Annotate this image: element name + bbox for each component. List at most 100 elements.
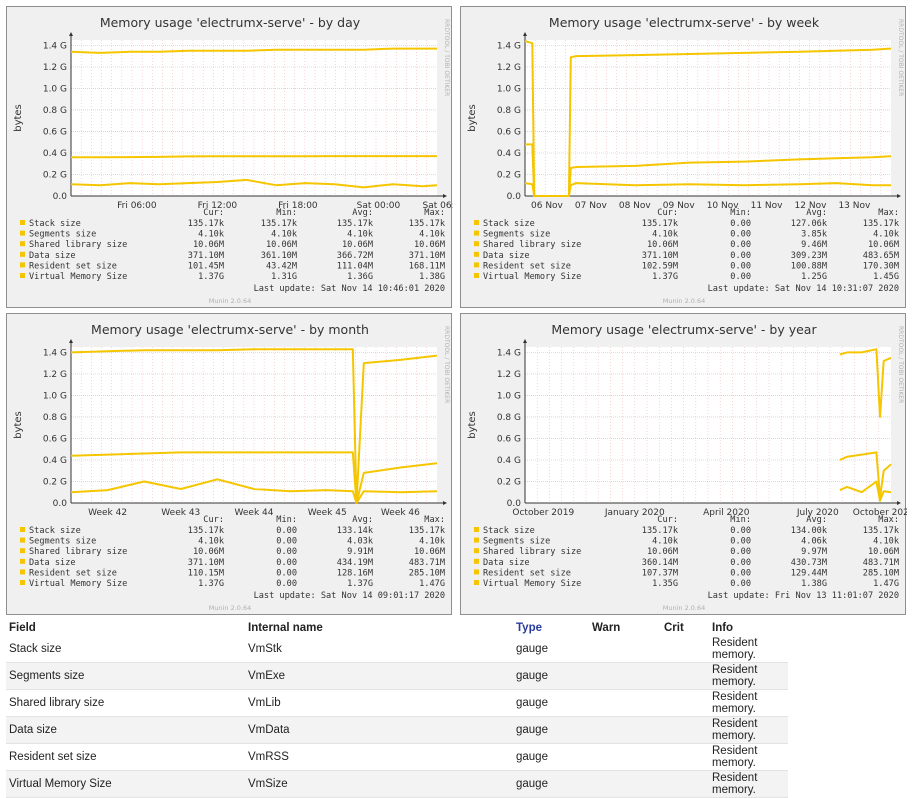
legend-value-max: 1.38G <box>419 272 445 282</box>
warn-cell <box>589 636 661 663</box>
y-axis-arrow-icon <box>69 32 73 36</box>
legend-header: Avg: <box>352 515 373 525</box>
x-tick-label: Fri 06:00 <box>117 201 157 211</box>
legend-value-max: 483.71M <box>863 558 899 568</box>
legend-label: Stack size <box>483 219 535 229</box>
y-tick-label: 1.0 G <box>43 391 67 401</box>
y-tick-label: 0.8 G <box>497 413 521 423</box>
legend-value-min: 0.00 <box>730 526 751 536</box>
legend-label: Data size <box>29 251 76 261</box>
munin-version: Munin 2.0.64 <box>663 297 706 305</box>
crit-header: Crit <box>664 622 684 634</box>
x-axis-arrow-icon <box>443 501 447 505</box>
legend-value-avg: 366.72M <box>337 251 373 261</box>
y-axis-arrow-icon <box>523 32 527 36</box>
info-cell: Resident memory. <box>709 770 788 798</box>
y-tick-label: 0.6 G <box>497 434 521 444</box>
legend-swatch <box>20 251 25 257</box>
legend-value-min: 0.00 <box>276 547 297 557</box>
legend-header: Avg: <box>352 208 373 218</box>
x-tick-label: Week 44 <box>235 508 274 518</box>
legend-value-max: 1.45G <box>873 272 899 282</box>
legend-value-min: 1.31G <box>271 272 297 282</box>
legend-value-max: 10.06M <box>868 547 899 557</box>
crit-cell <box>661 743 709 771</box>
legend-value-min: 0.00 <box>276 579 297 589</box>
y-tick-label: 0.4 G <box>43 456 67 466</box>
legend-swatch <box>20 569 25 575</box>
table-row: Stack size VmStk gauge Resident memory. <box>6 636 788 663</box>
legend-value-cur: 10.06M <box>193 240 224 250</box>
legend-swatch <box>20 558 25 564</box>
legend-value-min: 0.00 <box>276 537 297 547</box>
graph-panel-year[interactable]: Memory usage 'electrumx-serve' - by year… <box>460 313 907 615</box>
y-tick-label: 1.0 G <box>497 391 521 401</box>
legend-swatch <box>20 241 25 247</box>
legend-value-avg: 1.36G <box>347 272 373 282</box>
last-update: Last update: Fri Nov 13 11:01:07 2020 <box>708 591 899 601</box>
warn-cell <box>589 770 661 798</box>
x-tick-label: Week 45 <box>308 508 347 518</box>
legend-swatch <box>474 273 479 278</box>
internal-name-cell: VmLib <box>245 689 513 717</box>
legend-header: Avg: <box>806 208 827 218</box>
y-tick-label: 0.0 <box>53 192 68 202</box>
info-cell: Resident memory. <box>709 743 788 771</box>
legend-swatch <box>474 262 479 268</box>
legend-swatch <box>20 527 25 532</box>
y-axis-label: bytes <box>467 411 478 439</box>
legend-value-max: 168.11M <box>409 261 445 271</box>
x-tick-label: 07 Nov <box>575 201 608 211</box>
legend-value-cur: 101.45M <box>188 261 224 271</box>
legend-value-max: 483.71M <box>409 558 445 568</box>
legend-header: Cur: <box>203 208 224 218</box>
x-tick-label: 08 Nov <box>619 201 652 211</box>
graph-panel-day[interactable]: Memory usage 'electrumx-serve' - by day R… <box>6 6 453 308</box>
x-tick-label: 06 Nov <box>531 201 564 211</box>
rrdtool-credit: RRDTOOL / TOBI OETIKER <box>897 19 904 96</box>
x-tick-label: 11 Nov <box>751 201 784 211</box>
legend-label: Shared library size <box>29 547 127 557</box>
legend-swatch <box>20 273 25 278</box>
legend-value-avg: 434.19M <box>337 558 373 568</box>
legend-value-cur: 10.06M <box>647 240 678 250</box>
legend-swatch <box>474 230 479 236</box>
legend-value-avg: 1.25G <box>801 272 827 282</box>
legend-label: Data size <box>29 558 76 568</box>
y-tick-label: 1.2 G <box>43 370 67 380</box>
y-tick-label: 0.6 G <box>43 434 67 444</box>
x-axis-arrow-icon <box>897 501 901 505</box>
y-tick-label: 1.0 G <box>43 84 67 94</box>
legend-value-cur: 1.37G <box>198 579 224 589</box>
legend-value-min: 135.17k <box>261 219 298 229</box>
x-tick-label: July 2020 <box>796 508 839 518</box>
info-cell: Resident memory. <box>709 689 788 717</box>
type-header[interactable]: Type <box>516 622 542 634</box>
legend-value-min: 0.00 <box>730 219 751 229</box>
crit-cell <box>661 636 709 663</box>
graph-panel-month[interactable]: Memory usage 'electrumx-serve' - by mont… <box>6 313 452 615</box>
legend-value-avg: 129.44M <box>791 568 827 578</box>
last-update: Last update: Sat Nov 14 10:46:01 2020 <box>254 284 445 294</box>
legend-header: Cur: <box>657 515 678 525</box>
munin-version: Munin 2.0.64 <box>209 297 252 305</box>
legend-value-max: 135.17k <box>409 526 446 536</box>
legend-label: Shared library size <box>29 240 127 250</box>
series-line-resident-set-size <box>70 478 438 504</box>
warn-cell <box>589 689 661 717</box>
legend-swatch <box>474 558 479 564</box>
graph-panel-week[interactable]: Memory usage 'electrumx-serve' - by week… <box>460 6 906 308</box>
x-tick-label: October 2020 <box>853 508 907 518</box>
last-update: Last update: Sat Nov 14 09:01:17 2020 <box>254 591 445 601</box>
warn-cell <box>589 743 661 771</box>
legend-label: Shared library size <box>483 240 581 250</box>
field-cell: Segments size <box>6 662 245 690</box>
legend-value-cur: 10.06M <box>193 547 224 557</box>
crit-cell <box>661 662 709 690</box>
warn-cell <box>589 662 661 690</box>
y-tick-label: 0.0 <box>507 192 522 202</box>
type-cell: gauge <box>513 716 589 744</box>
legend-value-min: 361.10M <box>261 251 297 261</box>
legend-value-avg: 309.23M <box>791 251 827 261</box>
legend-swatch <box>474 569 479 575</box>
